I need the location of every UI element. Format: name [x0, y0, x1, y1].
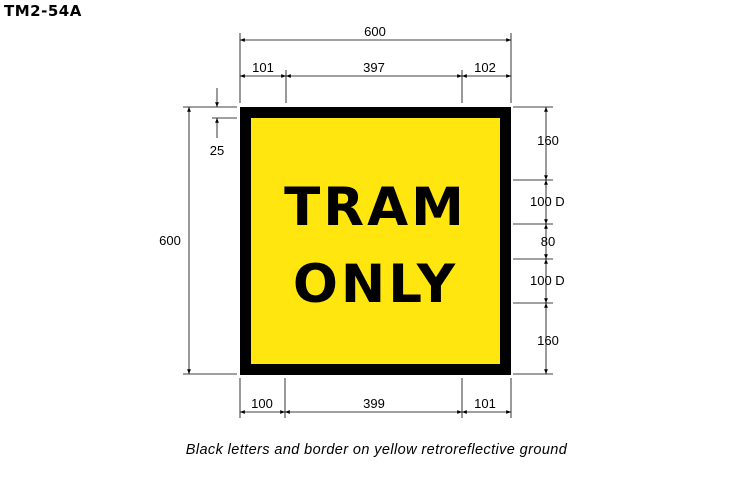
- dim-bottom-left-margin: 100: [251, 396, 273, 411]
- dim-top-text-width: 397: [363, 60, 385, 75]
- legend-line-2: ONLY: [292, 254, 459, 315]
- dim-line2-height: 100 D: [530, 273, 565, 288]
- dim-line-gap: 80: [541, 234, 555, 249]
- dim-overall-width: 600: [364, 24, 386, 39]
- dim-right-bottom-margin: 160: [537, 333, 559, 348]
- sign-code: TM2-54A: [4, 2, 82, 20]
- dim-top-left-margin: 101: [252, 60, 274, 75]
- sign-caption: Black letters and border on yellow retro…: [185, 442, 568, 458]
- dim-overall-height: 600: [159, 233, 181, 248]
- dim-top-right-margin: 102: [474, 60, 496, 75]
- dim-right-top-margin: 160: [537, 133, 559, 148]
- dim-bottom-text-width: 399: [363, 396, 385, 411]
- dim-line1-height: 100 D: [530, 194, 565, 209]
- dim-bottom-right-margin: 101: [474, 396, 496, 411]
- legend-line-1: TRAM: [284, 177, 467, 238]
- dim-border: 25: [210, 143, 224, 158]
- sign-face: TRAM ONLY: [251, 118, 500, 364]
- sign-board: TRAM ONLY: [240, 107, 511, 375]
